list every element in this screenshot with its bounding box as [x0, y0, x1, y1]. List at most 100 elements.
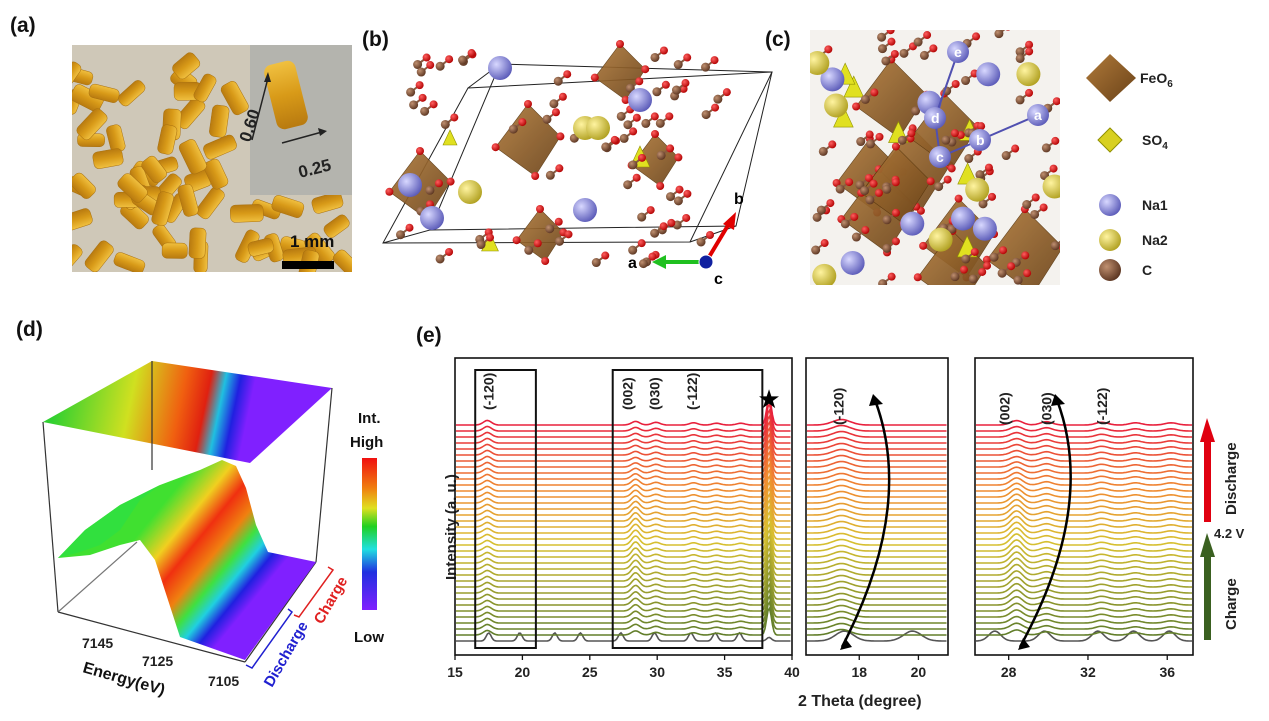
- oxygen-atom: [422, 53, 431, 62]
- xrd-trace: [456, 528, 791, 558]
- carbon-atom: [420, 106, 430, 116]
- xrd-trace: [976, 493, 1192, 504]
- oxygen-atom: [1023, 269, 1032, 278]
- oxygen-atom: [536, 205, 544, 213]
- oxygen-atom: [434, 179, 443, 188]
- xrd-trace: [807, 616, 947, 624]
- oxygen-atom: [556, 132, 565, 141]
- oxygen-atom: [951, 80, 960, 89]
- xrd-trace: [456, 546, 791, 576]
- xrd-trace: [456, 540, 791, 570]
- xrd-trace: [807, 622, 947, 630]
- colorbar: [362, 458, 377, 610]
- xrd-trace: [807, 550, 947, 558]
- carbon-atom: [860, 94, 870, 104]
- oxygen-atom: [984, 163, 993, 172]
- xrd-trace: [976, 630, 1192, 642]
- xrd-trace: [976, 589, 1192, 600]
- sodium-atom: [458, 180, 482, 204]
- carbon-atom: [877, 44, 887, 54]
- axis-c-label: c: [714, 271, 723, 288]
- oxygen-atom: [956, 304, 964, 312]
- carbon-atom: [508, 124, 518, 134]
- sodium-atom: [972, 216, 997, 241]
- oxygen-atom: [648, 252, 657, 261]
- xrd-trace: [456, 426, 791, 456]
- carbon-atom: [416, 67, 426, 77]
- oxygen-atom: [923, 31, 932, 40]
- oxygen-atom: [415, 81, 424, 90]
- xrd-trace: [976, 570, 1192, 582]
- oxygen-atom: [416, 147, 424, 155]
- xrd-trace: [456, 552, 791, 582]
- oxygen-atom: [710, 56, 719, 65]
- xrd-trace: [807, 478, 947, 486]
- x-tick-label: 40: [784, 664, 800, 680]
- xrd-trace: [976, 425, 1192, 432]
- carbon-atom: [897, 135, 907, 145]
- charge-axis-label: Charge: [311, 574, 352, 627]
- oxygen-atom: [558, 92, 567, 101]
- crystal-rod: [311, 191, 344, 214]
- carbon-atom: [961, 76, 971, 86]
- oxygen-atom: [590, 73, 599, 82]
- carbon-atom: [882, 243, 892, 253]
- oxygen-atom: [891, 178, 900, 187]
- carbon-atom: [911, 106, 921, 116]
- x-tick-label: 15: [447, 664, 463, 680]
- xrd-trace: [456, 582, 791, 612]
- arrow-head: [869, 394, 883, 406]
- oxygen-atom: [650, 112, 659, 121]
- oxygen-atom: [919, 241, 928, 250]
- xrd-trace: [456, 432, 791, 462]
- colorbar-high: High: [350, 434, 383, 451]
- xrd-trace: [807, 538, 947, 546]
- carbon-atom: [975, 170, 985, 180]
- sodium-atom: [820, 67, 845, 92]
- oxygen-atom: [875, 132, 884, 141]
- xrd-trace: [807, 436, 947, 444]
- xrd-trace: [807, 574, 947, 582]
- panel-label-c: (c): [765, 28, 791, 51]
- oxygen-atom: [722, 88, 731, 97]
- carbon-atom: [542, 114, 552, 124]
- xrd-trace: [456, 510, 791, 540]
- carbon-atom: [628, 160, 638, 170]
- oxygen-atom: [541, 257, 550, 265]
- carbon-atom: [549, 99, 559, 109]
- xrd-trace: [456, 594, 791, 624]
- oxygen-atom: [959, 265, 968, 274]
- shift-arrow: [840, 399, 891, 648]
- crystal-rod: [72, 244, 83, 271]
- energy-tick-label: 7105: [208, 673, 239, 689]
- carbon-atom: [406, 87, 416, 97]
- carbon-atom: [701, 62, 711, 72]
- xrd-trace: [976, 533, 1192, 546]
- site-atom-e: [947, 41, 969, 63]
- xrd-trace: [807, 466, 947, 474]
- xrd-trace: [807, 628, 947, 636]
- xrd-trace: [976, 622, 1192, 630]
- site-label-c: c: [936, 149, 944, 165]
- oxygen-atom: [491, 143, 500, 152]
- scale-bar-label: 1 mm: [290, 232, 334, 251]
- oxygen-atom: [852, 102, 861, 111]
- panel-label-d: (d): [16, 318, 43, 341]
- carbon-atom: [673, 196, 683, 206]
- xrd-trace: [807, 532, 947, 540]
- xanes-surface: [58, 460, 316, 660]
- xrd-trace: [456, 474, 791, 504]
- legend-label: C: [1142, 262, 1152, 278]
- crystal-rod: [161, 242, 188, 259]
- crystal-rod: [188, 227, 207, 259]
- oxygen-atom: [845, 178, 854, 187]
- xrd-trace: [976, 504, 1192, 516]
- crystal-rod: [178, 139, 207, 175]
- crystal-structure-b: b a c: [382, 40, 773, 288]
- xrd-trace: [456, 396, 791, 426]
- xrd-trace: [456, 486, 791, 516]
- energy-tick-label: 7125: [142, 653, 173, 669]
- crystal-rod: [157, 124, 178, 155]
- xrd-trace: [456, 570, 791, 600]
